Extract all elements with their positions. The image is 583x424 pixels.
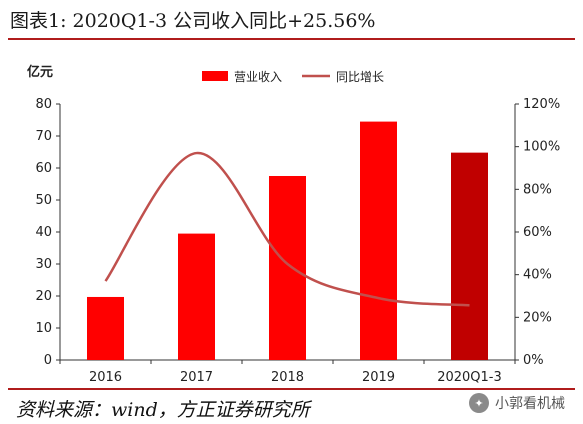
x-tick-label: 2016 <box>89 370 122 385</box>
left-tick-label: 20 <box>35 289 52 304</box>
x-tick-label: 2017 <box>180 370 213 385</box>
chart: 0 10 20 30 40 50 60 70 80 0% 20% 40% 60% 80% 100% 120% 2… <box>27 64 560 385</box>
x-tick-label: 2018 <box>271 370 304 385</box>
right-tick-label: 40% <box>523 268 552 283</box>
left-tick-label: 70 <box>35 129 52 144</box>
bar <box>178 233 215 360</box>
x-tick-label: 2020Q1-3 <box>437 370 502 385</box>
right-tick-label: 80% <box>523 182 552 197</box>
footer-divider <box>8 388 575 390</box>
right-tick-label: 120% <box>523 97 560 112</box>
watermark-text: 小郭看机械 <box>495 396 565 412</box>
right-tick-label: 100% <box>523 140 560 155</box>
right-tick-label: 20% <box>523 310 552 325</box>
y-axis-unit-label: 亿元 <box>27 64 53 80</box>
left-tick-label: 60 <box>35 161 52 176</box>
bar <box>451 152 488 360</box>
bar <box>269 176 306 360</box>
x-tick-label: 2019 <box>362 370 395 385</box>
watermark: ✦ 小郭看机械 <box>469 393 565 413</box>
chart-title: 图表1: 2020Q1-3 公司收入同比+25.56% <box>10 10 376 32</box>
legend-line-label: 同比增长 <box>336 70 384 84</box>
bar <box>87 296 124 360</box>
right-tick-label: 60% <box>523 225 552 240</box>
left-tick-label: 0 <box>44 353 52 368</box>
left-tick-label: 80 <box>35 97 52 112</box>
left-tick-label: 50 <box>35 193 52 208</box>
source-note: 资料来源：wind，方正证券研究所 <box>16 399 310 421</box>
right-tick-label: 0% <box>523 353 544 368</box>
left-tick-label: 10 <box>35 321 52 336</box>
left-tick-label: 30 <box>35 257 52 272</box>
left-tick-label: 40 <box>35 225 52 240</box>
growth-line <box>104 151 470 307</box>
legend-bar-label: 营业收入 <box>234 70 282 84</box>
title-divider <box>8 38 575 40</box>
bar <box>360 121 397 360</box>
wechat-icon: ✦ <box>469 393 489 413</box>
legend-bar-swatch <box>202 71 228 81</box>
